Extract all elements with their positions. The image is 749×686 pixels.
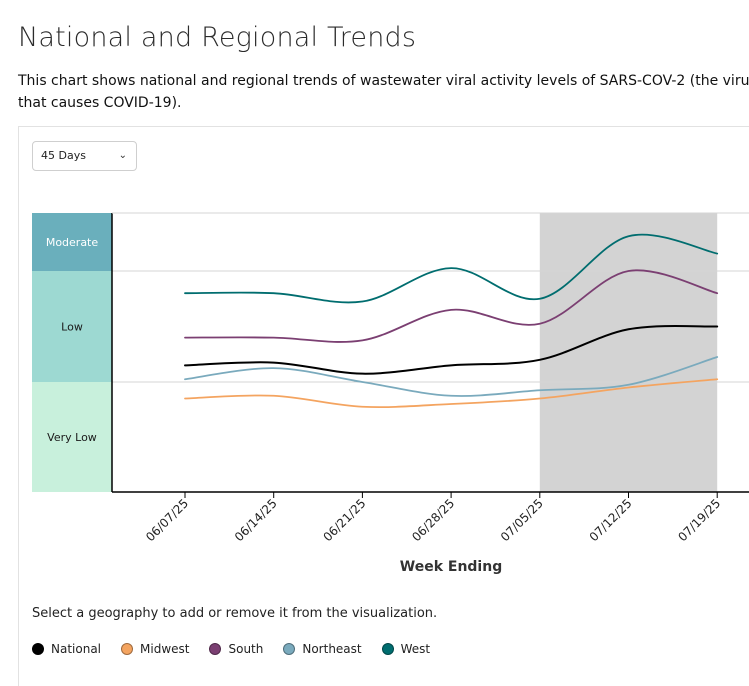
series-line-northeast bbox=[184, 356, 719, 397]
legend-swatch bbox=[121, 643, 134, 655]
legend: National Midwest South Northeast West bbox=[32, 642, 450, 656]
x-tick-label: 06/21/25 bbox=[321, 496, 369, 544]
chevron-down-icon: ⌄ bbox=[118, 150, 127, 161]
legend-label: Midwest bbox=[140, 642, 190, 656]
legend-item-midwest[interactable]: Midwest bbox=[121, 642, 189, 656]
time-range-value: 45 Days bbox=[41, 149, 86, 162]
legend-instruction: Select a geography to add or remove it f… bbox=[32, 606, 438, 621]
series-line-south bbox=[184, 269, 719, 343]
level-label: Low bbox=[61, 321, 83, 334]
legend-swatch bbox=[32, 643, 44, 655]
legend-swatch bbox=[209, 643, 222, 655]
legend-label: South bbox=[228, 642, 264, 656]
level-band-very-low bbox=[32, 382, 112, 492]
time-range-select[interactable]: 45 Days ⌄ bbox=[32, 141, 137, 171]
level-band-moderate bbox=[32, 213, 112, 271]
x-tick-label: 06/07/25 bbox=[143, 496, 191, 544]
x-tick-label: 07/19/25 bbox=[675, 496, 723, 544]
series-line-west bbox=[184, 233, 719, 304]
legend-item-south[interactable]: South bbox=[209, 642, 263, 656]
legend-swatch bbox=[283, 643, 296, 655]
level-band-low bbox=[32, 271, 112, 382]
level-label: Very Low bbox=[47, 431, 97, 444]
x-tick-label: 07/05/25 bbox=[498, 496, 546, 544]
legend-label: National bbox=[51, 642, 102, 656]
x-tick-label: 07/12/25 bbox=[587, 496, 635, 544]
trend-chart: Moderate Low Very Low 06/07/25 06/14/25 06/21… bbox=[32, 212, 749, 575]
highlight-region bbox=[539, 213, 718, 492]
page-title: National and Regional Trends bbox=[18, 22, 417, 53]
x-tick-label: 06/28/25 bbox=[409, 496, 457, 544]
x-axis-title: Week Ending bbox=[400, 559, 502, 575]
legend-item-northeast[interactable]: Northeast bbox=[283, 642, 362, 656]
legend-item-west[interactable]: West bbox=[381, 642, 431, 656]
legend-label: Northeast bbox=[302, 642, 362, 656]
legend-label: West bbox=[400, 642, 431, 656]
legend-item-national[interactable]: National bbox=[32, 642, 101, 656]
level-label: Moderate bbox=[46, 236, 99, 249]
chart-panel bbox=[18, 126, 749, 686]
series-line-national bbox=[184, 324, 719, 375]
x-tick-label: 06/14/25 bbox=[232, 496, 280, 544]
legend-swatch bbox=[381, 643, 394, 655]
series-line-midwest bbox=[184, 378, 719, 409]
